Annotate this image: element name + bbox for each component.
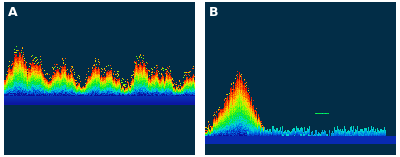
Text: A: A bbox=[8, 6, 18, 19]
Text: B: B bbox=[209, 6, 218, 19]
